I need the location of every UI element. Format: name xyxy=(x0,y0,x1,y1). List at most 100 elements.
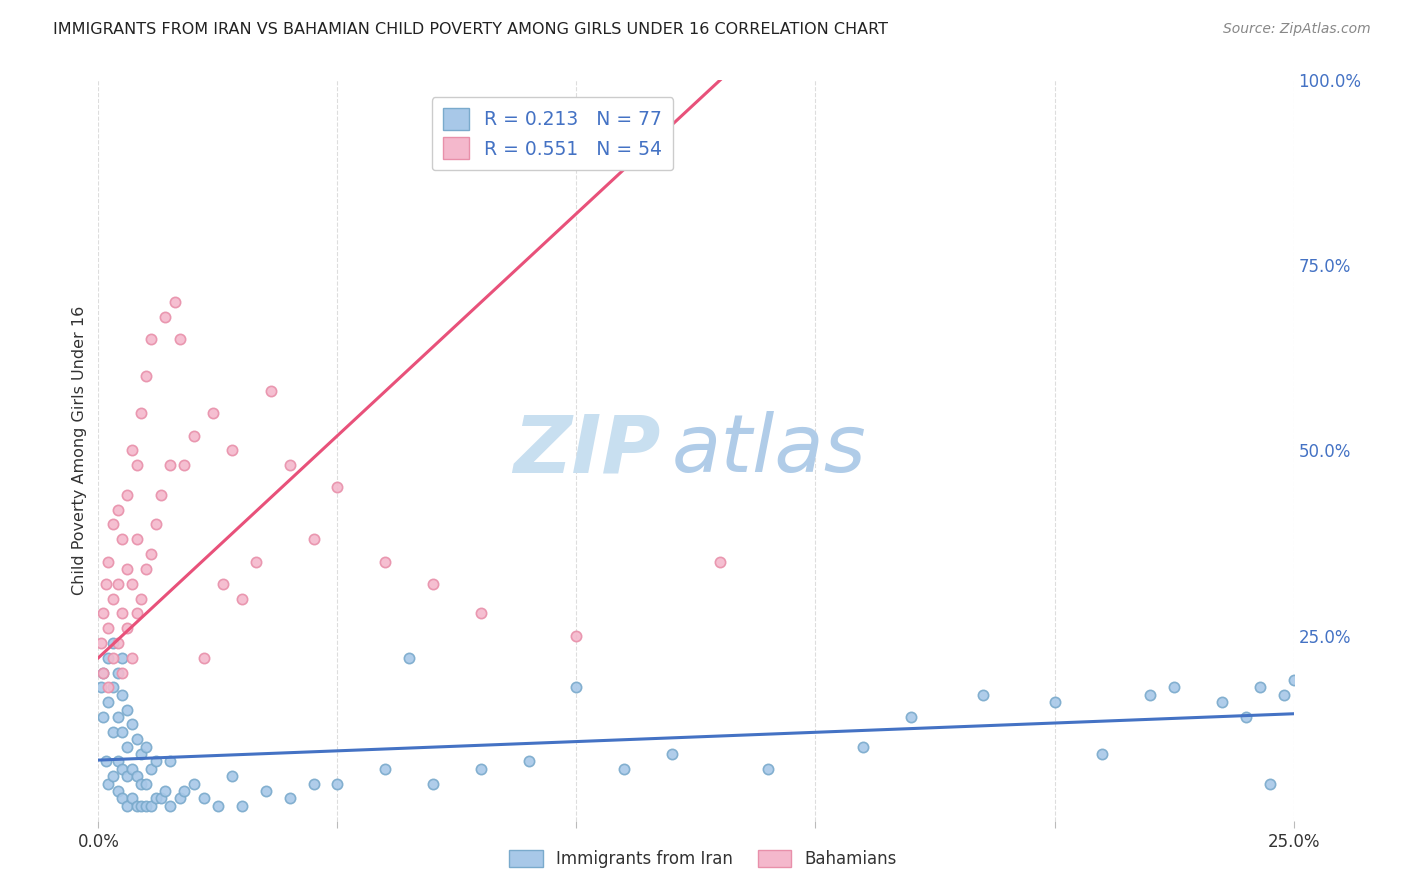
Point xyxy=(231,591,253,606)
Point xyxy=(169,791,191,805)
Point xyxy=(94,755,117,769)
Point xyxy=(115,703,138,717)
Point xyxy=(139,762,162,776)
Point xyxy=(565,628,588,642)
Point xyxy=(278,458,301,473)
Point xyxy=(131,747,153,761)
Point xyxy=(91,665,114,680)
Point xyxy=(972,688,994,702)
Point xyxy=(278,791,301,805)
Point xyxy=(1234,710,1257,724)
Point xyxy=(101,636,124,650)
Point xyxy=(1258,776,1281,791)
Point xyxy=(97,695,120,709)
Point xyxy=(1211,695,1233,709)
Point xyxy=(101,591,124,606)
Point xyxy=(111,724,134,739)
Point xyxy=(91,607,114,621)
Point xyxy=(155,310,177,325)
Point xyxy=(121,791,143,805)
Point xyxy=(149,488,172,502)
Point xyxy=(111,665,134,680)
Point xyxy=(91,665,114,680)
Point xyxy=(121,762,143,776)
Point xyxy=(90,681,112,695)
Point xyxy=(131,798,153,813)
Point xyxy=(115,488,138,502)
Point xyxy=(111,650,134,665)
Point xyxy=(159,755,181,769)
Point xyxy=(1249,681,1271,695)
Point xyxy=(1043,695,1066,709)
Point xyxy=(139,547,162,561)
Point xyxy=(470,762,492,776)
Point xyxy=(149,791,172,805)
Point xyxy=(121,650,143,665)
Text: ZIP: ZIP xyxy=(513,411,661,490)
Point xyxy=(302,533,325,547)
Point xyxy=(115,739,138,754)
Point xyxy=(107,636,129,650)
Point xyxy=(565,681,588,695)
Point xyxy=(101,650,124,665)
Point xyxy=(211,576,233,591)
Point xyxy=(91,710,114,724)
Point xyxy=(145,755,167,769)
Point xyxy=(101,724,124,739)
Point xyxy=(135,739,157,754)
Point xyxy=(852,739,875,754)
Point xyxy=(709,555,731,569)
Point xyxy=(145,791,167,805)
Point xyxy=(121,717,143,731)
Point xyxy=(173,784,195,798)
Point xyxy=(125,458,148,473)
Point xyxy=(97,776,120,791)
Point xyxy=(1139,688,1161,702)
Point xyxy=(101,517,124,532)
Point xyxy=(193,650,215,665)
Point xyxy=(121,576,143,591)
Point xyxy=(302,776,325,791)
Point xyxy=(202,407,225,421)
Point xyxy=(131,407,153,421)
Point xyxy=(374,555,396,569)
Point xyxy=(613,762,636,776)
Text: Source: ZipAtlas.com: Source: ZipAtlas.com xyxy=(1223,22,1371,37)
Point xyxy=(111,607,134,621)
Point xyxy=(90,636,112,650)
Point xyxy=(135,562,157,576)
Point xyxy=(398,650,420,665)
Point xyxy=(107,665,129,680)
Point xyxy=(111,533,134,547)
Point xyxy=(183,428,205,442)
Point xyxy=(97,621,120,635)
Point xyxy=(111,791,134,805)
Point xyxy=(1272,688,1295,702)
Point xyxy=(422,776,444,791)
Point xyxy=(97,650,120,665)
Point xyxy=(374,762,396,776)
Point xyxy=(107,576,129,591)
Point xyxy=(115,621,138,635)
Point xyxy=(326,776,349,791)
Point xyxy=(661,747,683,761)
Point xyxy=(254,784,277,798)
Point xyxy=(231,798,253,813)
Point xyxy=(1091,747,1114,761)
Point xyxy=(107,710,129,724)
Point xyxy=(163,295,186,310)
Point xyxy=(101,681,124,695)
Point xyxy=(135,798,157,813)
Point xyxy=(111,762,134,776)
Point xyxy=(107,502,129,516)
Point xyxy=(756,762,779,776)
Point xyxy=(139,798,162,813)
Point xyxy=(900,710,922,724)
Point xyxy=(221,443,243,458)
Point xyxy=(107,784,129,798)
Point xyxy=(97,555,120,569)
Point xyxy=(1163,681,1185,695)
Point xyxy=(111,688,134,702)
Point xyxy=(326,480,349,494)
Point xyxy=(259,384,281,399)
